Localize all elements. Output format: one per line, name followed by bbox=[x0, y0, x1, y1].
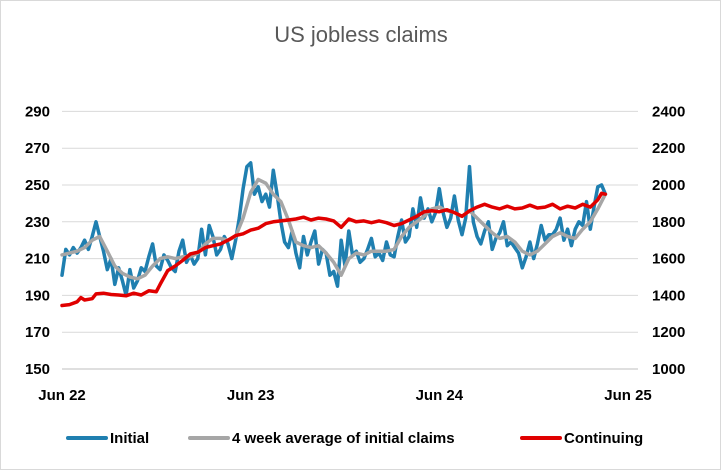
chart-title: US jobless claims bbox=[274, 22, 448, 47]
x-axis-ticks: Jun 22 Jun 23 Jun 24 Jun 25 bbox=[38, 387, 652, 404]
legend: Initial 4 week average of initial claims C… bbox=[66, 430, 643, 447]
legend-label: Initial bbox=[110, 430, 149, 447]
right-tick-label: 2000 bbox=[652, 177, 685, 194]
legend-label: Continuing bbox=[564, 430, 643, 447]
right-tick-label: 1000 bbox=[652, 361, 685, 378]
series-line-initial bbox=[60, 161, 608, 298]
left-tick-label: 190 bbox=[25, 287, 50, 304]
left-tick-label: 230 bbox=[25, 214, 50, 231]
left-tick-label: 270 bbox=[25, 140, 50, 157]
left-tick-label: 150 bbox=[25, 361, 50, 378]
right-tick-label: 1600 bbox=[652, 251, 685, 268]
left-axis-ticks: 150 170 190 210 230 250 270 290 bbox=[25, 103, 50, 378]
left-tick-label: 210 bbox=[25, 251, 50, 268]
legend-label: 4 week average of initial claims bbox=[232, 430, 455, 447]
x-tick-label: Jun 24 bbox=[416, 387, 464, 404]
x-tick-label: Jun 25 bbox=[604, 387, 652, 404]
right-axis-ticks: 1000 1200 1400 1600 1800 2000 2200 2400 bbox=[652, 103, 685, 378]
grid-layer bbox=[62, 110, 638, 370]
left-tick-label: 170 bbox=[25, 324, 50, 341]
left-tick-label: 290 bbox=[25, 103, 50, 120]
right-tick-label: 1400 bbox=[652, 287, 685, 304]
right-tick-label: 1200 bbox=[652, 324, 685, 341]
series-line-continuing bbox=[60, 191, 608, 308]
right-tick-label: 2400 bbox=[652, 103, 685, 120]
left-tick-label: 250 bbox=[25, 177, 50, 194]
right-tick-label: 1800 bbox=[652, 214, 685, 231]
x-tick-label: Jun 22 bbox=[38, 387, 86, 404]
series-line-four-week-average bbox=[60, 177, 608, 281]
x-tick-label: Jun 23 bbox=[227, 387, 275, 404]
series-layer bbox=[60, 161, 608, 308]
right-tick-label: 2200 bbox=[652, 140, 685, 157]
